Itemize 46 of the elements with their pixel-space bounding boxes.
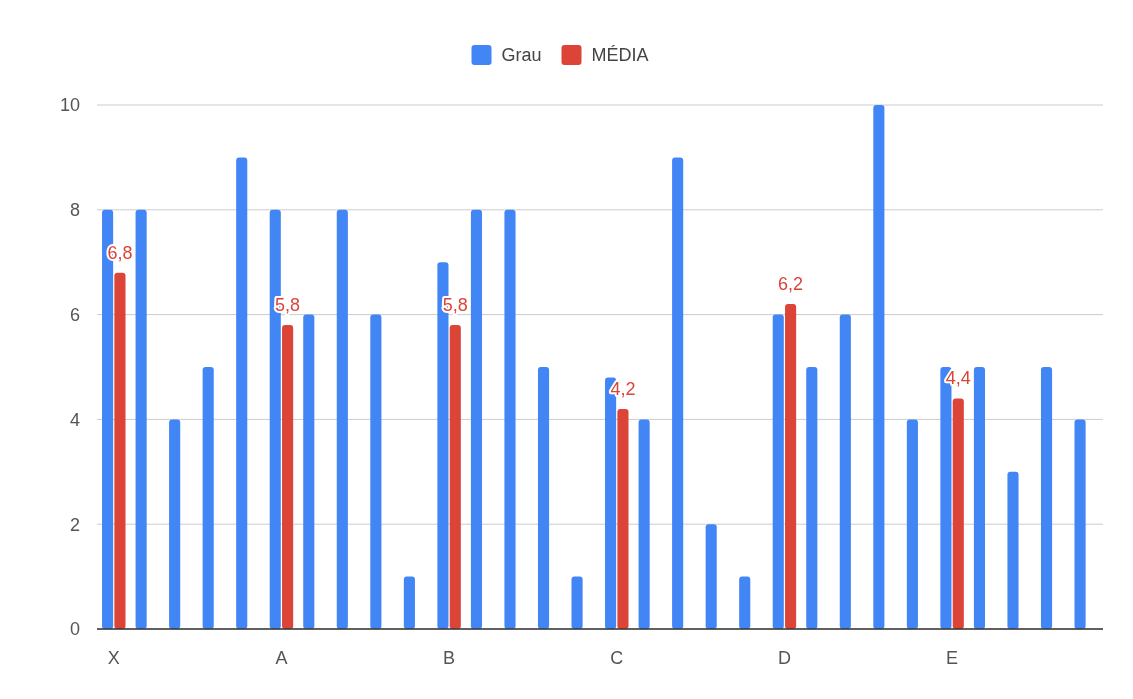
y-tick-label: 4 (69, 409, 80, 430)
bar (470, 209, 483, 629)
bar (785, 304, 797, 629)
bar (303, 314, 315, 629)
bar (403, 576, 415, 629)
y-tick-label: 0 (69, 619, 80, 640)
bar (617, 408, 629, 629)
x-tick-label: E (946, 648, 959, 668)
bar (705, 524, 717, 629)
bar (135, 209, 147, 629)
bar (739, 576, 751, 629)
bar (839, 314, 851, 629)
x-tick-label: B (443, 648, 456, 668)
bar (336, 209, 348, 629)
y-tick-label: 8 (69, 200, 80, 221)
data-label: 6,2 (778, 274, 804, 295)
x-tick-label: A (275, 648, 288, 668)
bar (1074, 419, 1086, 629)
bar (806, 367, 818, 629)
bar (537, 367, 550, 629)
bar (114, 272, 126, 629)
bar (202, 367, 214, 629)
y-tick-label: 10 (59, 95, 80, 116)
legend-label: Grau (501, 45, 542, 66)
bar (1040, 367, 1053, 629)
bar (449, 325, 461, 629)
bar (282, 325, 294, 629)
bar (504, 209, 516, 629)
bar (973, 367, 986, 629)
bar (952, 398, 964, 629)
x-tick-label: X (107, 648, 120, 668)
bar (873, 105, 885, 629)
y-tick-label: 2 (69, 514, 80, 535)
bar (1007, 471, 1019, 629)
bar (370, 314, 382, 629)
bar (236, 157, 248, 629)
bar (906, 419, 918, 629)
legend-label: MÉDIA (591, 45, 649, 66)
bar (672, 157, 684, 629)
x-tick-label: D (777, 648, 791, 668)
y-tick-label: 6 (69, 304, 80, 325)
bar (571, 576, 583, 629)
bar (772, 314, 784, 629)
x-tick-label: C (610, 648, 624, 668)
bar (169, 419, 181, 629)
bar (638, 419, 650, 629)
